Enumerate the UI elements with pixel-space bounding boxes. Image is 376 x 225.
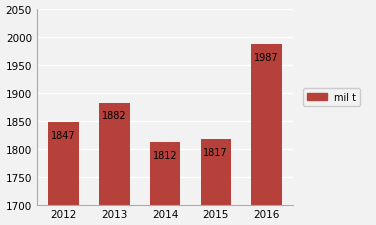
Text: 1987: 1987 xyxy=(254,52,279,62)
Bar xyxy=(200,140,231,205)
Bar xyxy=(49,123,79,205)
Bar xyxy=(99,103,130,205)
Text: 1847: 1847 xyxy=(52,130,76,140)
Text: 1812: 1812 xyxy=(153,150,177,160)
Legend: mil t: mil t xyxy=(303,88,360,106)
Bar xyxy=(150,142,180,205)
Bar xyxy=(251,45,282,205)
Text: 1882: 1882 xyxy=(102,111,127,121)
Text: 1817: 1817 xyxy=(203,147,228,157)
